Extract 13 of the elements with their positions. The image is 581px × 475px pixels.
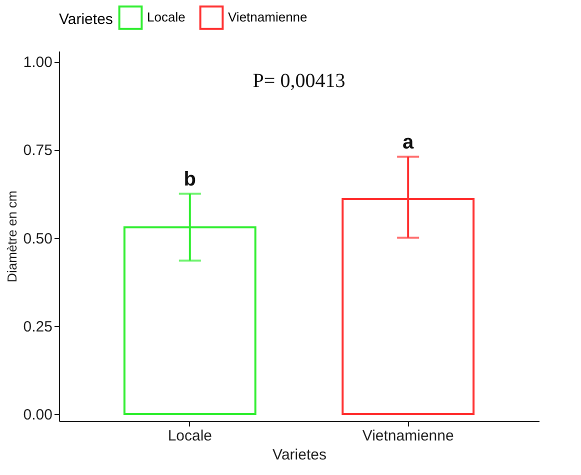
x-axis-title: Varietes <box>272 446 326 464</box>
annotation: b <box>184 168 196 191</box>
y-tick-label: 0.50 <box>23 230 52 248</box>
y-tick-label: 0.00 <box>23 406 52 424</box>
y-tick-label: 0.75 <box>23 142 52 160</box>
y-tick-label: 1.00 <box>23 54 52 72</box>
annotation: P= 0,00413 <box>252 70 346 92</box>
annotation: a <box>402 132 415 154</box>
legend-label: Locale <box>147 10 186 25</box>
legend-title: Varietes <box>59 11 113 28</box>
y-tick-label: 0.25 <box>23 318 52 336</box>
y-axis-title: Diamètre en cm <box>4 190 20 282</box>
legend-label: Vietnamienne <box>228 10 308 25</box>
